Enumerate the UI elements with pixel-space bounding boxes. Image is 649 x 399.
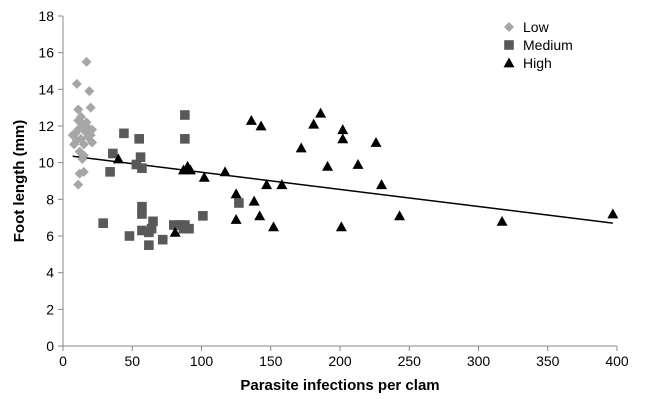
medium-point (146, 223, 157, 234)
high-point (308, 118, 320, 129)
medium-point (137, 201, 147, 212)
y-tick-label: 18 (38, 8, 54, 24)
x-tick-label: 300 (467, 353, 491, 369)
trendline (72, 155, 613, 224)
medium-point (135, 152, 146, 162)
medium-point (134, 134, 144, 144)
high-point (230, 188, 242, 199)
y-tick-label: 0 (46, 338, 54, 354)
high-point (607, 208, 619, 219)
medium-point (108, 148, 118, 159)
low-point (71, 78, 82, 89)
high-point (230, 214, 242, 224)
legend-low-label: Low (523, 19, 550, 35)
medium-point (180, 134, 190, 144)
high-point (184, 164, 196, 175)
high-point (245, 115, 257, 125)
high-point (112, 153, 124, 164)
medium-point (234, 198, 244, 208)
medium-point (137, 163, 147, 173)
x-tick-label: 150 (259, 353, 283, 369)
legend-high-label: High (523, 55, 552, 71)
low-point (78, 150, 89, 161)
low-point (73, 124, 84, 135)
high-point (496, 215, 508, 226)
y-tick-label: 12 (38, 118, 54, 134)
low-point (73, 104, 84, 115)
x-tick-label: 0 (59, 353, 67, 369)
data-points (67, 56, 619, 250)
high-point (254, 210, 266, 221)
x-tick-label: 200 (328, 353, 352, 369)
x-tick-label: 50 (124, 353, 140, 369)
low-point (85, 102, 96, 113)
high-point (276, 179, 288, 190)
low-point (76, 111, 87, 122)
high-point (376, 179, 388, 190)
high-point (394, 210, 406, 221)
legend-high-marker (503, 57, 515, 68)
high-point (198, 171, 210, 182)
x-tick-label: 350 (536, 353, 560, 369)
high-point (248, 195, 260, 206)
high-point (255, 120, 267, 131)
high-point (315, 107, 327, 118)
y-tick-label: 16 (38, 45, 54, 61)
legend-medium-marker (504, 40, 514, 50)
high-point (335, 221, 347, 232)
medium-point (137, 225, 147, 236)
medium-point (198, 211, 208, 221)
high-point (337, 133, 349, 144)
medium-point (148, 216, 158, 227)
y-tick-label: 4 (46, 265, 54, 281)
high-point (352, 159, 364, 169)
y-tick-label: 8 (46, 191, 54, 207)
high-point (337, 124, 349, 135)
y-tick-label: 14 (38, 81, 54, 97)
y-axis-title: Foot length (mm) (11, 120, 28, 242)
low-point (73, 179, 84, 190)
medium-point (119, 128, 129, 139)
x-tick-label: 100 (190, 353, 214, 369)
medium-point (169, 220, 179, 230)
x-tick-label: 250 (398, 353, 422, 369)
x-axis-title: Parasite infections per clam (240, 377, 439, 394)
medium-point (180, 110, 190, 120)
medium-point (105, 167, 115, 177)
low-point (87, 137, 98, 148)
medium-point (137, 209, 147, 219)
high-point (268, 221, 280, 232)
medium-point (124, 231, 135, 241)
high-point (219, 166, 231, 177)
legend: Low Medium High (503, 19, 573, 71)
high-point (370, 137, 382, 147)
low-point (78, 166, 89, 177)
high-point (322, 160, 334, 171)
y-tick-label: 6 (46, 228, 54, 244)
low-point (78, 139, 89, 150)
low-point (87, 124, 98, 135)
medium-point (184, 223, 194, 234)
medium-point (98, 218, 108, 228)
legend-low-marker (504, 22, 514, 32)
medium-point (131, 159, 142, 170)
trendline-group (72, 155, 613, 224)
low-point (84, 86, 95, 97)
y-tick-label: 2 (46, 301, 54, 317)
legend-medium-label: Medium (523, 37, 573, 53)
x-tick-label: 400 (605, 353, 629, 369)
low-point (81, 56, 92, 67)
medium-point (157, 234, 168, 245)
axes: 0 2 4 6 8 10 12 14 16 18 0 50 100 150 200 250 300 350 400 (38, 8, 628, 369)
high-point (261, 179, 273, 190)
high-point (295, 142, 307, 153)
high-point (169, 226, 181, 237)
y-tick-label: 10 (38, 155, 54, 171)
medium-point (144, 240, 154, 250)
